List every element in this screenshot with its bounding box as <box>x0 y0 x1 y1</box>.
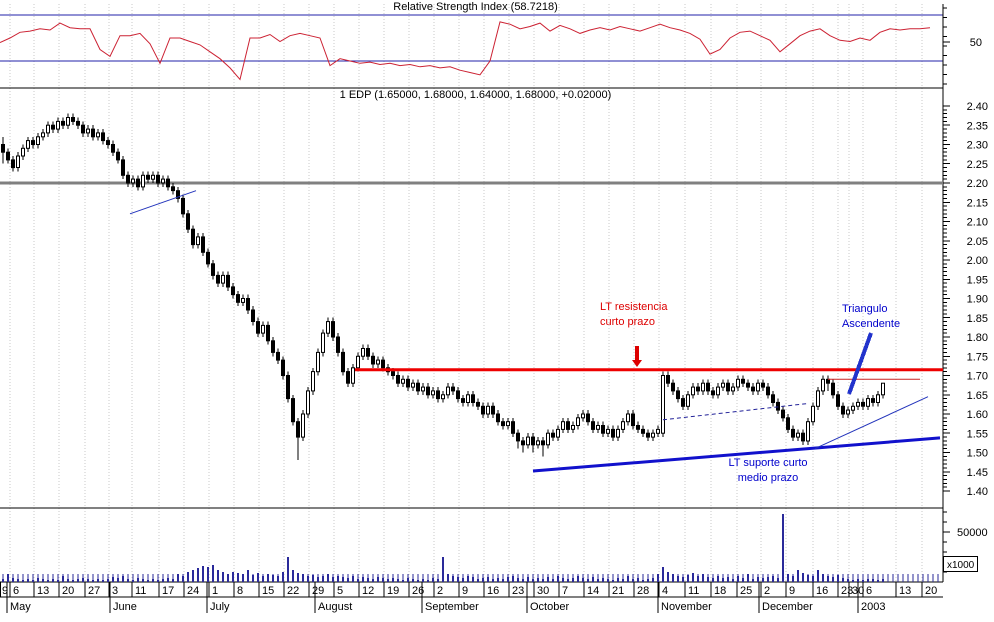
price-axis: 2.40 2.35 2.30 2.25 2.20 2.15 2.10 2.05 2.00 1.95… <box>943 101 988 498</box>
svg-text:1.60: 1.60 <box>967 409 988 421</box>
candles <box>1 113 885 461</box>
svg-text:2.00: 2.00 <box>967 255 988 267</box>
rsi-line <box>0 21 931 81</box>
svg-text:26: 26 <box>412 585 424 597</box>
svg-text:4: 4 <box>662 585 668 597</box>
support-annotation-line1: LT suporte curto <box>728 457 808 469</box>
triangle-annotation-line2: Ascendente <box>842 318 901 330</box>
svg-text:2.20: 2.20 <box>967 178 988 190</box>
triangle-bottom <box>814 396 929 450</box>
svg-text:May: May <box>10 601 31 613</box>
svg-text:16: 16 <box>816 585 828 597</box>
svg-text:1.95: 1.95 <box>967 274 988 286</box>
triangle-pointer-line <box>847 332 873 395</box>
svg-text:17: 17 <box>162 585 174 597</box>
support-annotation-line2: medio prazo <box>737 472 799 484</box>
svg-text:1.80: 1.80 <box>967 332 988 344</box>
svg-text:3: 3 <box>112 585 118 597</box>
svg-text:1.85: 1.85 <box>967 313 988 325</box>
svg-text:11: 11 <box>135 585 146 597</box>
svg-text:20: 20 <box>62 585 74 597</box>
svg-text:1.75: 1.75 <box>967 351 988 363</box>
svg-text:1.40: 1.40 <box>967 486 988 498</box>
svg-text:2.35: 2.35 <box>967 120 988 132</box>
svg-text:1.65: 1.65 <box>967 390 988 402</box>
svg-text:9: 9 <box>2 585 8 597</box>
svg-text:2.15: 2.15 <box>967 197 988 209</box>
svg-text:24: 24 <box>187 585 199 597</box>
resistance-annotation: LT resistencia curto prazo <box>600 300 667 330</box>
svg-text:2.40: 2.40 <box>967 101 988 113</box>
gridlines <box>9 4 923 582</box>
svg-text:16: 16 <box>487 585 499 597</box>
svg-text:x1000: x1000 <box>947 560 975 571</box>
svg-text:13: 13 <box>37 585 49 597</box>
svg-text:20: 20 <box>925 585 937 597</box>
svg-text:November: November <box>661 601 712 613</box>
volume-axis: 50000 x1000 <box>943 511 988 573</box>
november-dashed <box>662 403 808 421</box>
down-arrow-icon <box>632 346 642 367</box>
svg-text:9: 9 <box>462 585 468 597</box>
svg-text:50: 50 <box>970 37 982 49</box>
svg-text:6: 6 <box>866 585 872 597</box>
svg-text:9: 9 <box>789 585 795 597</box>
svg-text:July: July <box>210 601 230 613</box>
svg-text:2.10: 2.10 <box>967 217 988 229</box>
triangle-annotation-line1: Triangulo <box>842 303 888 315</box>
svg-text:12: 12 <box>362 585 374 597</box>
svg-text:22: 22 <box>287 585 299 597</box>
svg-text:2: 2 <box>437 585 443 597</box>
svg-text:1.45: 1.45 <box>967 467 988 479</box>
support-annotation: LT suporte curto medio prazo <box>716 456 820 486</box>
svg-text:August: August <box>318 601 352 613</box>
svg-text:50000: 50000 <box>957 527 988 539</box>
rsi-panel-title: Relative Strength Index (58.7218) <box>393 1 558 13</box>
resistance-annotation-line1: LT resistencia <box>600 301 668 313</box>
svg-text:19: 19 <box>387 585 399 597</box>
svg-text:2.30: 2.30 <box>967 140 988 152</box>
svg-text:30: 30 <box>537 585 549 597</box>
svg-text:2003: 2003 <box>861 601 885 613</box>
date-axis: 9 6 13 20 27 3 11 17 24 1 8 15 22 29 5 12 19 26 2 9 16 23 30 7 1… <box>0 574 943 613</box>
svg-text:1.50: 1.50 <box>967 448 988 460</box>
svg-text:11: 11 <box>688 585 699 597</box>
svg-text:15: 15 <box>262 585 274 597</box>
trendlines <box>129 190 943 473</box>
svg-text:28: 28 <box>637 585 649 597</box>
svg-text:25: 25 <box>740 585 752 597</box>
svg-text:7: 7 <box>562 585 568 597</box>
svg-text:6: 6 <box>13 585 19 597</box>
svg-text:June: June <box>113 601 137 613</box>
svg-text:2.25: 2.25 <box>967 159 988 171</box>
svg-text:1.90: 1.90 <box>967 294 988 306</box>
svg-text:5: 5 <box>337 585 343 597</box>
svg-text:23: 23 <box>841 585 853 597</box>
svg-text:September: September <box>425 601 479 613</box>
svg-text:27: 27 <box>88 585 100 597</box>
svg-text:1: 1 <box>212 585 218 597</box>
june-minor-trendline <box>129 190 197 215</box>
svg-text:13: 13 <box>899 585 911 597</box>
rsi-threshold-lines <box>0 14 943 62</box>
svg-text:1.70: 1.70 <box>967 371 988 383</box>
svg-text:8: 8 <box>237 585 243 597</box>
svg-text:2: 2 <box>764 585 770 597</box>
svg-text:29: 29 <box>312 585 324 597</box>
price-panel-title: 1 EDP (1.65000, 1.68000, 1.64000, 1.6800… <box>339 89 612 101</box>
svg-text:October: October <box>530 601 569 613</box>
svg-text:21: 21 <box>612 585 624 597</box>
resistance-annotation-line2: curto prazo <box>600 316 656 328</box>
svg-text:1.55: 1.55 <box>967 428 988 440</box>
svg-text:14: 14 <box>587 585 599 597</box>
ascending-triangle-annotation: Triangulo Ascendente <box>842 302 900 332</box>
svg-text:23: 23 <box>512 585 524 597</box>
support-major <box>532 436 941 473</box>
svg-text:December: December <box>762 601 813 613</box>
svg-text:18: 18 <box>714 585 726 597</box>
rsi-axis: 50 <box>943 7 982 85</box>
svg-text:2.05: 2.05 <box>967 236 988 248</box>
